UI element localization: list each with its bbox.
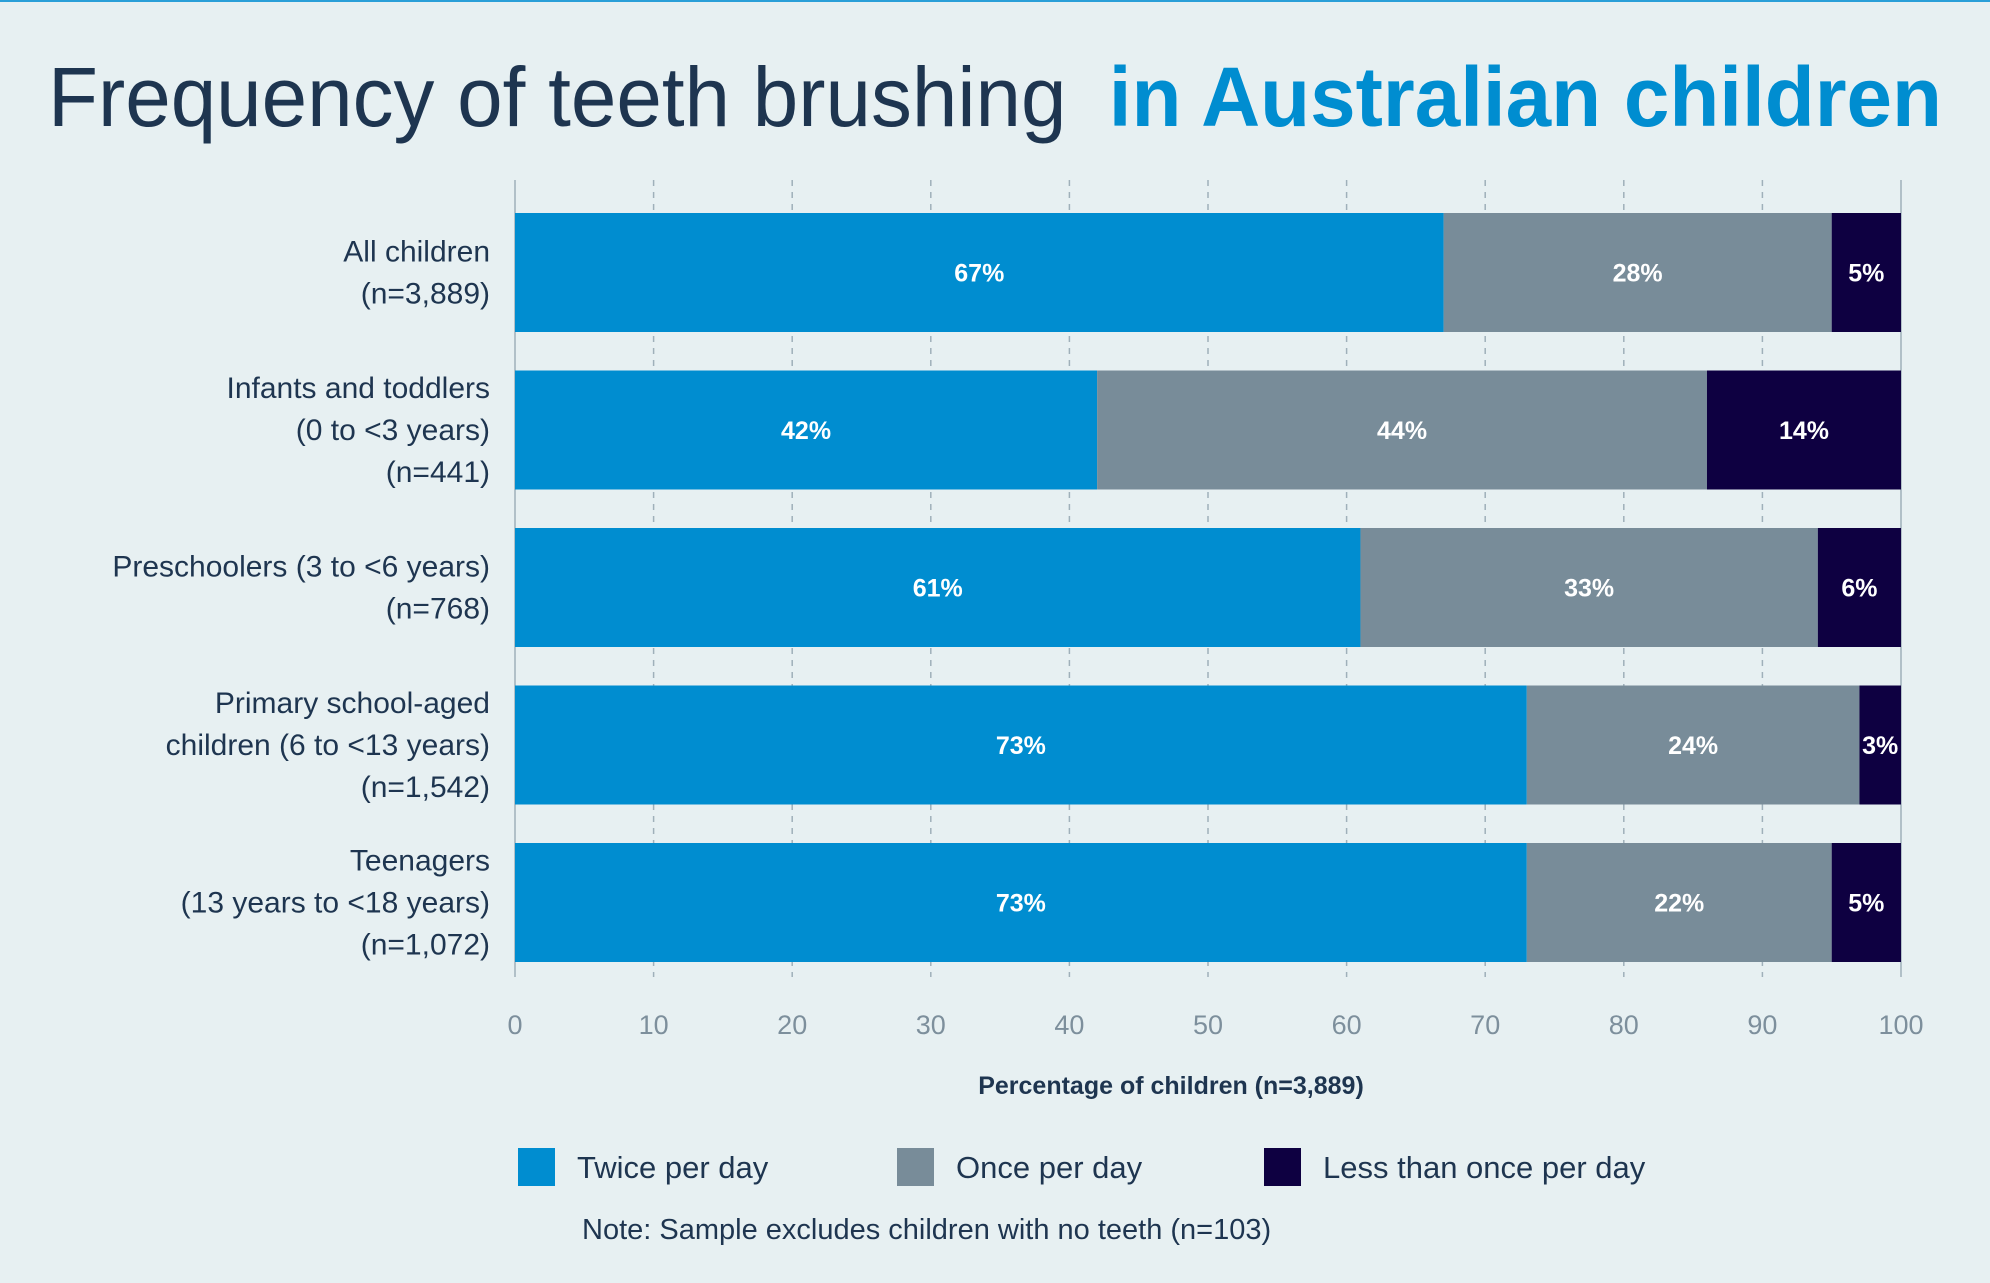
bar-segment	[1526, 685, 1860, 805]
x-axis-title: Percentage of children (n=3,889)	[978, 1072, 1364, 1100]
bar-segment	[515, 370, 1098, 490]
data-label: 67%	[954, 260, 1004, 288]
legend: Twice per day Once per day Less than once …	[518, 1148, 1646, 1186]
bar-segment	[515, 528, 1361, 647]
data-label: 5%	[1848, 260, 1884, 288]
legend-swatch	[897, 1148, 934, 1186]
category-label: Primary school-aged	[215, 687, 490, 720]
category-label: (13 years to <18 years)	[181, 887, 490, 920]
x-tick-label: 10	[639, 1010, 669, 1040]
data-label: 28%	[1613, 260, 1663, 288]
x-tick-label: 80	[1609, 1010, 1639, 1040]
x-tick-label: 70	[1470, 1010, 1500, 1040]
data-label: 73%	[996, 732, 1046, 760]
data-label: 6%	[1841, 575, 1877, 603]
data-label: 14%	[1779, 417, 1829, 445]
chart-title: Frequency of teeth brushing in Australia…	[48, 50, 1942, 144]
category-label: (n=1,072)	[361, 929, 490, 962]
x-tick-label: 90	[1747, 1010, 1777, 1040]
x-tick-label: 0	[507, 1010, 522, 1040]
data-label: 42%	[781, 417, 831, 445]
title-part-2: in Australian children	[1109, 50, 1942, 144]
category-label: children (6 to <13 years)	[166, 729, 490, 762]
category-label: (n=3,889)	[361, 278, 490, 311]
bars: 67% 28% 5% 42% 44% 14% 61% 33% 6% 73% 24% 3% 73% 22% 5…	[515, 213, 1901, 962]
bar-segment	[1443, 213, 1832, 332]
category-label: Infants and toddlers	[226, 372, 490, 405]
x-tick-label: 30	[916, 1010, 946, 1040]
note: Note: Sample excludes children with no t…	[582, 1214, 1271, 1246]
category-label: (n=1,542)	[361, 771, 490, 804]
category-label: (n=441)	[386, 456, 490, 489]
legend-swatch	[1264, 1148, 1301, 1186]
bar-segment	[515, 685, 1527, 805]
bar-segment	[515, 213, 1444, 332]
legend-label: Less than once per day	[1323, 1150, 1646, 1185]
bar-segment	[1831, 213, 1901, 332]
bar-segment	[1097, 370, 1707, 490]
data-label: 33%	[1564, 575, 1614, 603]
data-label: 73%	[996, 890, 1046, 918]
category-label: Preschoolers (3 to <6 years)	[112, 551, 490, 584]
data-label: 5%	[1848, 890, 1884, 918]
bar-segment	[1817, 528, 1901, 647]
x-tick-label: 100	[1878, 1010, 1923, 1040]
bar-segment	[1706, 370, 1901, 490]
legend-label: Once per day	[956, 1150, 1143, 1185]
data-label: 44%	[1377, 417, 1427, 445]
x-tick-label: 20	[777, 1010, 807, 1040]
data-label: 22%	[1654, 890, 1704, 918]
data-label: 24%	[1668, 732, 1718, 760]
x-tick-label: 40	[1054, 1010, 1084, 1040]
category-label: All children	[343, 236, 490, 269]
category-label: (n=768)	[386, 593, 490, 626]
bar-segment	[515, 843, 1527, 962]
top-rule	[0, 0, 1990, 2]
category-label: (0 to <3 years)	[296, 414, 490, 447]
legend-label: Twice per day	[577, 1150, 769, 1185]
category-label: Teenagers	[350, 845, 490, 878]
data-label: 3%	[1862, 732, 1898, 760]
category-labels: All children (n=3,889) Infants and toddler…	[112, 236, 490, 962]
bar-segment	[1526, 843, 1832, 962]
title-part-1: Frequency of teeth brushing	[48, 50, 1067, 144]
data-label: 61%	[913, 575, 963, 603]
x-tick-label: 50	[1193, 1010, 1223, 1040]
bar-segment	[1360, 528, 1818, 647]
bar-segment	[1831, 843, 1901, 962]
bar-segment	[1859, 685, 1901, 805]
x-tick-labels: 0 10 20 30 40 50 60 70 80 90 100	[507, 1010, 1923, 1040]
x-tick-label: 60	[1332, 1010, 1362, 1040]
legend-swatch	[518, 1148, 555, 1186]
